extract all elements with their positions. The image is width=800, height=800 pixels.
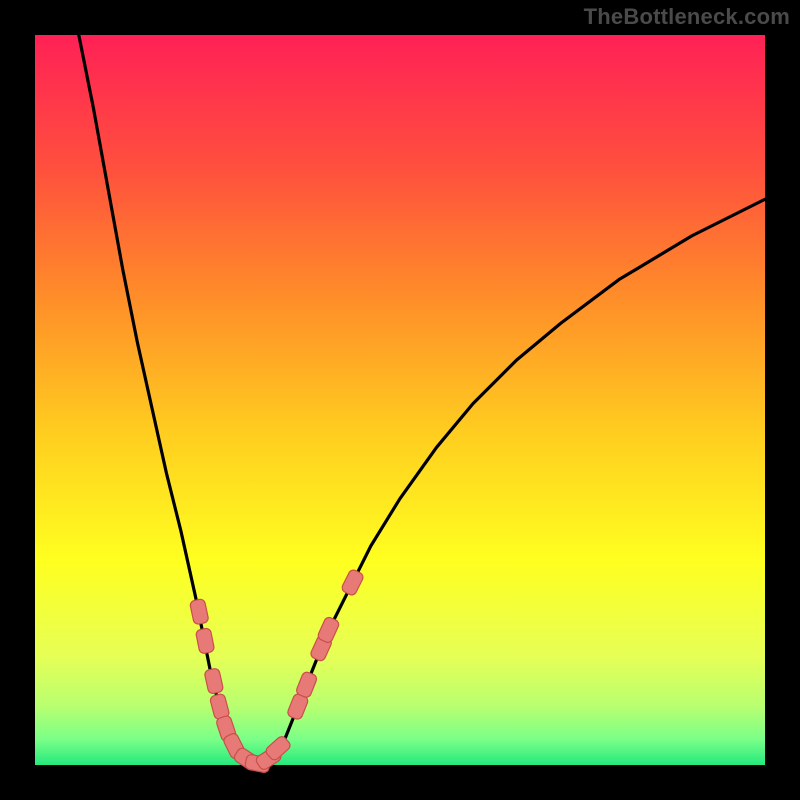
chart-container: TheBottleneck.com (0, 0, 800, 800)
chart-svg (0, 0, 800, 800)
plot-background (35, 35, 765, 765)
